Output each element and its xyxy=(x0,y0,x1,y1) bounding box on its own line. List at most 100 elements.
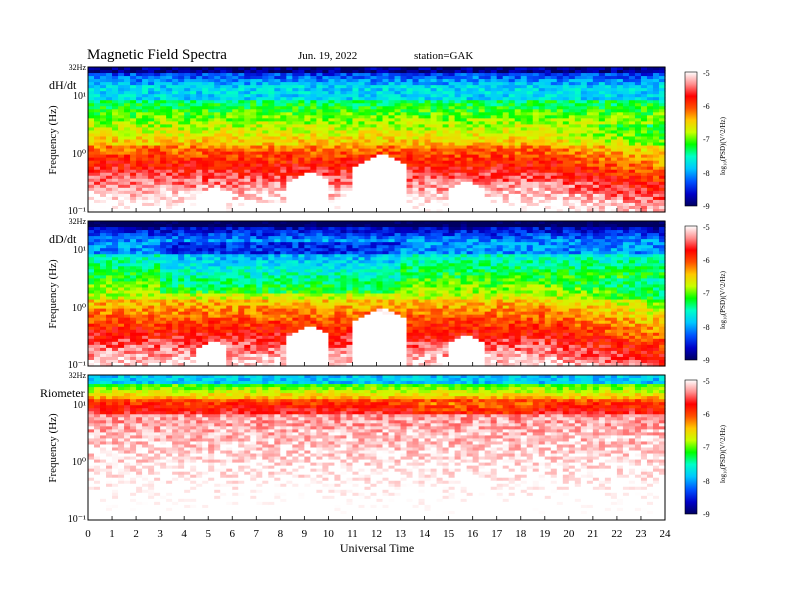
heatmap-cell xyxy=(268,88,275,92)
heatmap-cell xyxy=(394,190,402,195)
heatmap-cell xyxy=(382,124,390,129)
heatmap-cell xyxy=(244,91,251,95)
heatmap-cell xyxy=(226,178,233,183)
heatmap-cell xyxy=(268,130,275,135)
heatmap-cell xyxy=(310,160,317,165)
heatmap-cell xyxy=(256,76,263,80)
heatmap-cell xyxy=(274,160,281,165)
heatmap-cell xyxy=(280,148,287,153)
heatmap-cell xyxy=(256,148,263,153)
heatmap-cell xyxy=(412,175,420,180)
heatmap-cell xyxy=(280,187,287,192)
heatmap-cell xyxy=(124,187,131,192)
heatmap-cell xyxy=(262,115,269,119)
heatmap-cell xyxy=(136,208,143,213)
heatmap-cell xyxy=(166,82,173,86)
heatmap-cell xyxy=(406,169,414,174)
heatmap-cell xyxy=(178,127,185,132)
heatmap-cell xyxy=(370,169,378,174)
heatmap-cell xyxy=(94,145,101,150)
heatmap-cell xyxy=(202,148,209,153)
heatmap-cell xyxy=(310,172,317,177)
heatmap-cell xyxy=(172,100,179,104)
heatmap-cell xyxy=(268,175,275,180)
heatmap-cell xyxy=(286,67,293,71)
heatmap-cell xyxy=(238,160,245,165)
heatmap-cell xyxy=(370,82,378,86)
y-tick-label: 10⁻¹ xyxy=(68,206,86,217)
heatmap-cell xyxy=(112,160,119,165)
heatmap-cell xyxy=(334,208,342,213)
heatmap-cell xyxy=(172,127,179,132)
heatmap-cell xyxy=(322,94,330,98)
heatmap-cell xyxy=(160,208,167,213)
heatmap-cell xyxy=(388,85,396,89)
heatmap-cell xyxy=(256,184,263,189)
heatmap-cell xyxy=(310,109,317,113)
heatmap-cell xyxy=(310,82,317,86)
heatmap-cell xyxy=(166,103,173,107)
heatmap-cell xyxy=(88,130,95,135)
heatmap-cell xyxy=(292,157,299,162)
heatmap-cell xyxy=(322,205,330,210)
heatmap-cell xyxy=(244,85,251,89)
heatmap-cell xyxy=(322,208,330,213)
heatmap-cell xyxy=(130,106,137,110)
heatmap-cell xyxy=(382,172,390,177)
heatmap-cell xyxy=(238,115,245,119)
heatmap-cell xyxy=(424,199,432,204)
heatmap-cell xyxy=(340,205,348,210)
heatmap-cell xyxy=(268,106,275,110)
heatmap-cell xyxy=(226,100,233,104)
heatmap-cell xyxy=(436,85,444,89)
heatmap-cell xyxy=(226,67,233,71)
heatmap-cell xyxy=(148,76,155,80)
heatmap-cell xyxy=(136,91,143,95)
heatmap-cell xyxy=(316,97,324,101)
heatmap-cell xyxy=(208,79,215,83)
heatmap-cell xyxy=(184,151,191,156)
heatmap-cell xyxy=(388,142,396,147)
heatmap-cell xyxy=(304,193,311,198)
heatmap-cell xyxy=(268,79,275,83)
heatmap-cell xyxy=(352,127,360,132)
heatmap-cell xyxy=(142,76,149,80)
heatmap-cell xyxy=(250,199,257,204)
heatmap-cell xyxy=(370,205,378,210)
heatmap-cell xyxy=(286,169,293,174)
heatmap-cell xyxy=(286,172,293,177)
heatmap-cell xyxy=(262,100,269,104)
heatmap-cell xyxy=(388,154,396,159)
heatmap-cell xyxy=(112,94,119,98)
heatmap-cell xyxy=(232,193,239,198)
heatmap-cell xyxy=(112,127,119,132)
heatmap-cell xyxy=(238,196,245,201)
heatmap-cell xyxy=(214,85,221,89)
heatmap-cell xyxy=(112,166,119,171)
heatmap-cell xyxy=(448,67,456,71)
heatmap-cell xyxy=(190,91,197,95)
heatmap-cell xyxy=(244,97,251,101)
heatmap-cell xyxy=(256,73,263,77)
heatmap-cell xyxy=(196,142,203,147)
heatmap-cell xyxy=(400,199,408,204)
heatmap-cell xyxy=(358,181,366,186)
heatmap-cell xyxy=(430,139,438,144)
heatmap-cell xyxy=(310,166,317,171)
heatmap-cell xyxy=(406,184,414,189)
heatmap-cell xyxy=(430,115,438,119)
heatmap-cell xyxy=(346,67,354,71)
heatmap-cell xyxy=(214,139,221,144)
heatmap-cell xyxy=(280,97,287,101)
heatmap-cell xyxy=(418,130,426,135)
heatmap-cell xyxy=(358,202,366,207)
heatmap-cell xyxy=(148,118,155,122)
heatmap-cell xyxy=(340,148,348,153)
heatmap-cell xyxy=(310,115,317,119)
heatmap-cell xyxy=(310,133,317,138)
heatmap-cell xyxy=(88,94,95,98)
heatmap-cell xyxy=(430,172,438,177)
heatmap-cell xyxy=(262,133,269,138)
heatmap-cell xyxy=(418,79,426,83)
heatmap-cell xyxy=(262,181,269,186)
